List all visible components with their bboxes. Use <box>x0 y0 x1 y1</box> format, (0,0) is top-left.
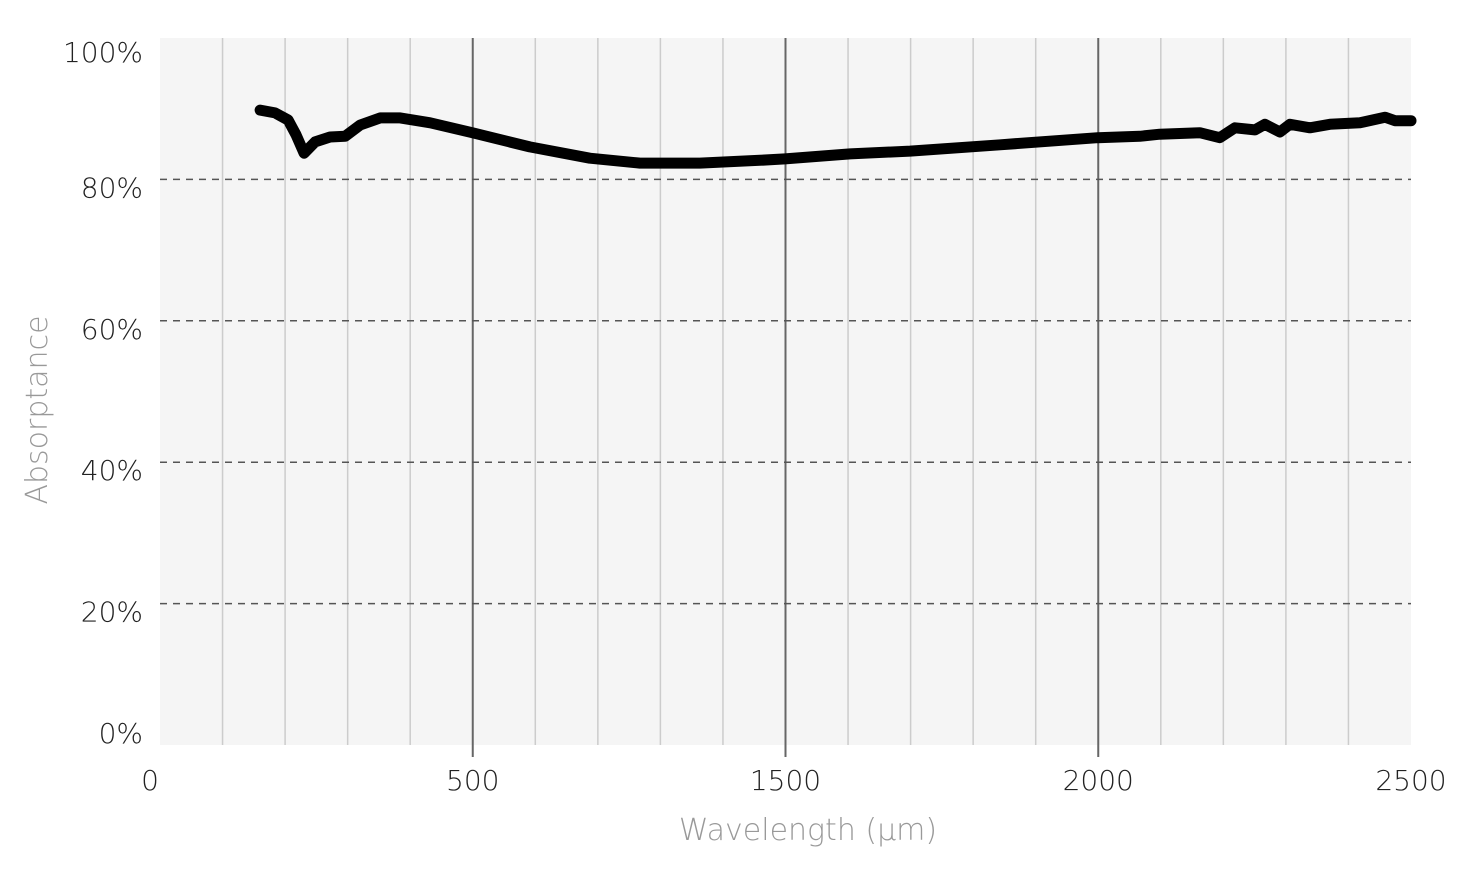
data-point <box>1261 121 1268 128</box>
data-point <box>469 129 476 136</box>
data-point <box>397 114 404 121</box>
y-tick-label: 0% <box>99 717 143 750</box>
data-point <box>1136 133 1143 140</box>
data-point <box>293 131 300 138</box>
data-point <box>285 117 292 124</box>
data-point <box>301 150 308 157</box>
y-tick-label: 60% <box>81 313 143 346</box>
x-tick-label: 1500 <box>750 764 821 797</box>
data-point <box>636 160 643 167</box>
data-point <box>526 143 533 150</box>
data-point <box>1231 124 1238 131</box>
data-point <box>586 155 593 162</box>
data-point <box>357 121 364 128</box>
data-point <box>847 150 854 157</box>
data-point <box>1286 121 1293 128</box>
data-point <box>1156 131 1163 138</box>
data-point <box>907 148 914 155</box>
x-axis-label: Wavelength (μm) <box>679 813 937 848</box>
data-point <box>1381 114 1388 121</box>
data-point <box>756 157 763 164</box>
y-tick-label: 40% <box>81 454 143 487</box>
data-point <box>327 133 334 140</box>
data-point <box>257 107 264 114</box>
y-tick-label: 20% <box>81 596 143 629</box>
data-point <box>696 160 703 167</box>
x-tick-label: 2000 <box>1063 764 1134 797</box>
y-tick-label: 100% <box>63 36 143 69</box>
data-point <box>1216 134 1223 141</box>
x-tick-label: 2500 <box>1375 764 1446 797</box>
data-point <box>1196 129 1203 136</box>
data-point <box>427 119 434 126</box>
data-point <box>1326 121 1333 128</box>
x-tick-label: 0 <box>141 764 159 797</box>
x-tick-label: 500 <box>446 764 499 797</box>
data-point <box>1251 126 1258 133</box>
y-tick-label: 80% <box>81 171 143 204</box>
data-point <box>1306 124 1313 131</box>
data-point <box>1391 117 1398 124</box>
data-point <box>312 138 319 145</box>
y-axis-label: Absorptance <box>20 315 55 504</box>
data-point <box>1408 117 1414 124</box>
data-point <box>1276 129 1283 136</box>
data-point <box>1094 134 1101 141</box>
data-point <box>997 141 1004 148</box>
data-point <box>781 155 788 162</box>
data-point <box>1356 119 1363 126</box>
data-point <box>272 109 279 116</box>
data-point <box>342 133 349 140</box>
data-point <box>377 114 384 121</box>
